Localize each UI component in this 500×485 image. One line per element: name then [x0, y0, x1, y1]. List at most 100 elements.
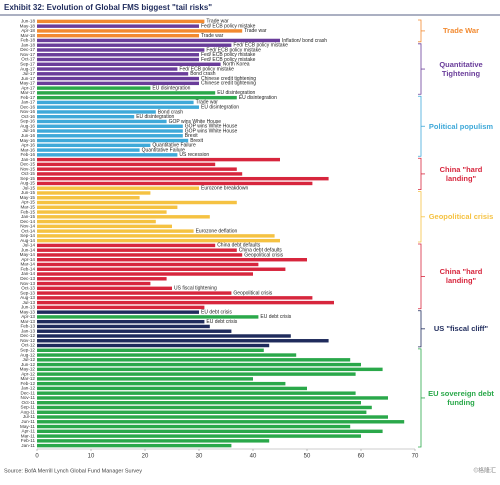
bar [37, 143, 151, 148]
bar [37, 86, 151, 90]
bar [37, 129, 183, 133]
bar [37, 362, 361, 367]
bar [37, 281, 151, 286]
bar [37, 372, 356, 376]
y-tick-label: May-17 [20, 81, 36, 86]
bar [37, 38, 280, 43]
bar-label: Quantitative Failure [152, 143, 196, 149]
bar [37, 100, 194, 105]
bar [37, 110, 156, 114]
bar-label: EU debt crisis [206, 319, 237, 325]
x-tick-label: 60 [358, 454, 365, 460]
y-tick-label: Dec-12 [20, 333, 35, 338]
y-tick-label: Apr-13 [21, 314, 35, 319]
bar [37, 262, 259, 267]
bar [37, 381, 286, 386]
bar [37, 148, 140, 152]
y-tick-label: May-18 [20, 23, 36, 28]
bar [37, 358, 351, 362]
y-tick-label: Apr-12 [21, 371, 35, 376]
group-bracket [418, 43, 422, 95]
y-tick-label: Jun-13 [21, 305, 35, 310]
bar [37, 157, 280, 162]
y-tick-label: Aug-11 [21, 409, 36, 414]
x-tick-label: 40 [250, 454, 257, 460]
bar [37, 224, 172, 229]
y-tick-label: Jan-14 [21, 271, 35, 276]
bar-label: Brexit [185, 133, 198, 139]
bar [37, 196, 140, 200]
y-tick-label: Oct-17 [21, 57, 35, 62]
y-tick-label: Sep-16 [20, 119, 35, 124]
bar [37, 124, 183, 128]
bar-label: Fed/ ECB policy mistake [201, 57, 256, 63]
y-tick-label: Nov-17 [20, 52, 35, 57]
y-tick-label: Apr-15 [21, 200, 35, 205]
group-bracket [418, 243, 422, 310]
y-tick-label: Nov-14 [20, 224, 35, 229]
y-tick-label: Jul-16 [22, 128, 35, 133]
group-label: Political populism [428, 121, 494, 131]
y-tick-label: Jul-15 [22, 185, 35, 190]
y-tick-label: Jun-17 [21, 76, 35, 81]
bar-label: EU disintegration [136, 114, 174, 120]
bar [37, 19, 205, 24]
y-tick-label: Mar-11 [21, 433, 36, 438]
y-tick-label: Jan-11 [21, 443, 35, 448]
bar [37, 339, 329, 343]
group-label: China "hard landing" [439, 164, 483, 183]
y-tick-label: Oct-13 [21, 286, 35, 291]
bar [37, 248, 237, 252]
group-bracket [418, 157, 422, 190]
y-tick-label: Jun-16 [21, 133, 35, 138]
chart-title: Exhibit 32: Evolution of Global FMS bigg… [4, 3, 212, 12]
bar [37, 115, 135, 119]
group-label: Quantitative Tightening [439, 60, 483, 79]
bar [37, 181, 313, 186]
y-tick-label: Jun-11 [21, 419, 35, 424]
y-tick-label: Apr-16 [21, 143, 35, 148]
bar [37, 91, 216, 95]
bar [37, 57, 199, 62]
y-tick-label: Jul-14 [22, 243, 35, 248]
bar-label: China debt defaults [217, 243, 261, 249]
bar-label: EU disintegration [201, 105, 239, 111]
bar [37, 267, 286, 271]
y-tick-label: Mar-15 [20, 205, 35, 210]
bar [37, 258, 307, 262]
bar [37, 67, 178, 71]
bar-label: Trade war [201, 33, 224, 39]
bar [37, 277, 167, 281]
bar [37, 243, 216, 248]
bar [37, 291, 232, 295]
bar [37, 420, 405, 424]
y-tick-label: Feb-12 [20, 381, 35, 386]
y-tick-label: Sep-15 [20, 176, 35, 181]
bar [37, 176, 329, 181]
bar [37, 81, 199, 86]
bar [37, 272, 253, 276]
y-tick-label: Oct-16 [21, 114, 35, 119]
y-tick-label: Sep-12 [20, 348, 35, 353]
group-bracket [418, 191, 422, 243]
bar [37, 424, 351, 429]
y-tick-label: Jul-11 [23, 414, 36, 419]
bar-label: Brexit [190, 138, 203, 144]
y-tick-label: Dec-14 [20, 219, 35, 224]
y-tick-label: Apr-17 [21, 85, 35, 90]
y-tick-label: Nov-16 [20, 109, 35, 114]
y-tick-label: Aug-16 [20, 123, 35, 128]
bar [37, 162, 216, 167]
y-tick-label: Feb-17 [20, 95, 35, 100]
x-tick-label: 30 [196, 454, 203, 460]
bar [37, 401, 361, 405]
y-tick-label: Feb-13 [20, 324, 35, 329]
bar [37, 305, 205, 310]
bar [37, 415, 388, 419]
bar [37, 29, 243, 33]
bar [37, 191, 151, 195]
y-tick-label: Jul-17 [22, 71, 35, 76]
bar-label: US fiscal tightening [174, 286, 217, 292]
bar-label: EU disintegration [152, 85, 190, 91]
bar [37, 167, 237, 171]
